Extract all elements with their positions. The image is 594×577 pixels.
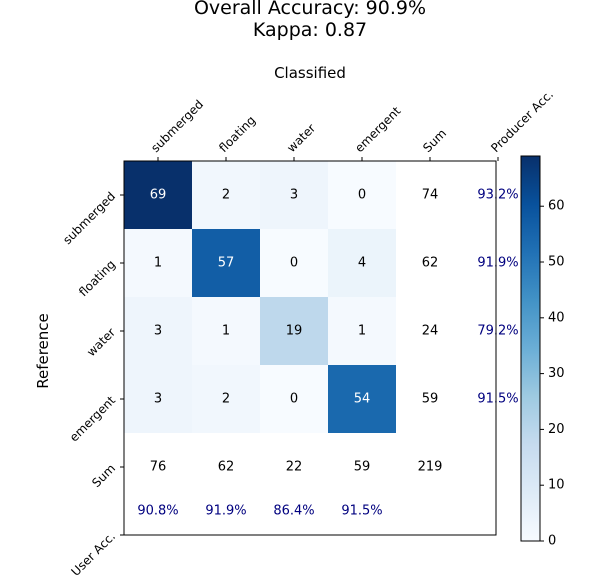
chart-title: Overall Accuracy: 90.9%	[194, 0, 426, 19]
col-sum-water: 22	[286, 460, 303, 475]
cell-value-submerged-emergent: 0	[358, 188, 366, 203]
cell-value-water-floating: 1	[222, 324, 230, 339]
row-sum-submerged: 74	[422, 188, 439, 203]
cell-water-floating	[192, 297, 260, 365]
cell-value-submerged-water: 3	[290, 188, 298, 203]
row-sum-emergent: 59	[422, 392, 439, 407]
cell-value-submerged-floating: 2	[222, 188, 230, 203]
colorbar-tick-0: 0	[548, 534, 556, 549]
y-tick-submerged: submerged	[60, 189, 118, 247]
chart-subtitle: Kappa: 0.87	[253, 19, 367, 41]
cell-value-emergent-water: 0	[290, 392, 298, 407]
cell-floating-floating	[192, 229, 260, 297]
cell-submerged-emergent	[328, 161, 396, 229]
heatmap-cells	[124, 161, 396, 433]
cell-value-floating-water: 0	[290, 256, 298, 271]
x-tick-producer-acc: Producer Acc.	[488, 87, 556, 155]
y-axis-label: Reference	[34, 313, 52, 389]
heatmap-values: 69 2 3 0 1 57 0 4 3 1 19 1 3 2 0 54 74 62 24 59 93.2% 91.9% 79…	[137, 188, 518, 519]
user-acc-floating: 91.9%	[205, 504, 246, 519]
cell-water-water	[260, 297, 328, 365]
cell-value-emergent-floating: 2	[222, 392, 230, 407]
colorbar-tick-40: 40	[548, 310, 565, 325]
producer-acc-floating: 91.9%	[477, 256, 518, 271]
x-ticks: submerged floating water emergent Sum Produce…	[148, 87, 556, 161]
row-sum-floating: 62	[422, 256, 439, 271]
colorbar-tick-50: 50	[548, 255, 565, 270]
cell-value-floating-floating: 57	[218, 256, 235, 271]
producer-acc-emergent: 91.5%	[477, 392, 518, 407]
col-sum-floating: 62	[218, 460, 235, 475]
y-tick-water: water	[84, 325, 118, 359]
cell-emergent-floating	[192, 365, 260, 433]
y-tick-floating: floating	[76, 257, 118, 299]
total-sum: 219	[418, 460, 443, 475]
axes-frame	[123, 160, 497, 536]
cell-value-emergent-submerged: 3	[154, 392, 162, 407]
cell-value-water-water: 19	[286, 324, 303, 339]
colorbar-tick-30: 30	[548, 366, 565, 381]
producer-acc-submerged: 93.2%	[477, 188, 518, 203]
cell-value-water-emergent: 1	[358, 324, 366, 339]
colorbar	[520, 155, 541, 542]
colorbar-ticks: 0 10 20 30 40 50 60	[540, 199, 565, 549]
x-axis-label: Classified	[274, 64, 346, 82]
cell-value-floating-emergent: 4	[358, 256, 366, 271]
cell-value-floating-submerged: 1	[154, 256, 162, 271]
user-acc-submerged: 90.8%	[137, 504, 178, 519]
cell-water-submerged	[124, 297, 192, 365]
producer-acc-water: 79.2%	[477, 324, 518, 339]
x-tick-floating: floating	[216, 113, 258, 155]
x-tick-submerged: submerged	[148, 97, 206, 155]
col-sum-submerged: 76	[150, 460, 167, 475]
x-tick-water: water	[284, 121, 318, 155]
y-tick-emergent: emergent	[67, 393, 118, 444]
cell-emergent-submerged	[124, 365, 192, 433]
cell-value-submerged-submerged: 69	[150, 188, 167, 203]
cell-emergent-water	[260, 365, 328, 433]
cell-submerged-floating	[192, 161, 260, 229]
cell-submerged-submerged	[124, 161, 192, 229]
colorbar-tick-10: 10	[548, 478, 565, 493]
y-tick-user-acc: User Acc.	[68, 529, 118, 577]
x-tick-sum: Sum	[420, 126, 449, 155]
cell-submerged-water	[260, 161, 328, 229]
x-tick-emergent: emergent	[352, 104, 403, 155]
row-sum-water: 24	[422, 324, 439, 339]
y-tick-sum: Sum	[89, 461, 118, 490]
cell-floating-submerged	[124, 229, 192, 297]
user-acc-emergent: 91.5%	[341, 504, 382, 519]
cell-floating-water	[260, 229, 328, 297]
cell-floating-emergent	[328, 229, 396, 297]
colorbar-tick-60: 60	[548, 199, 565, 214]
cell-value-water-submerged: 3	[154, 324, 162, 339]
colorbar-tick-20: 20	[548, 422, 565, 437]
cell-emergent-emergent	[328, 365, 396, 433]
cell-water-emergent	[328, 297, 396, 365]
y-ticks: submerged floating water emergent Sum User Ac…	[60, 189, 124, 577]
user-acc-water: 86.4%	[273, 504, 314, 519]
col-sum-emergent: 59	[354, 460, 371, 475]
cell-value-emergent-emergent: 54	[354, 392, 371, 407]
